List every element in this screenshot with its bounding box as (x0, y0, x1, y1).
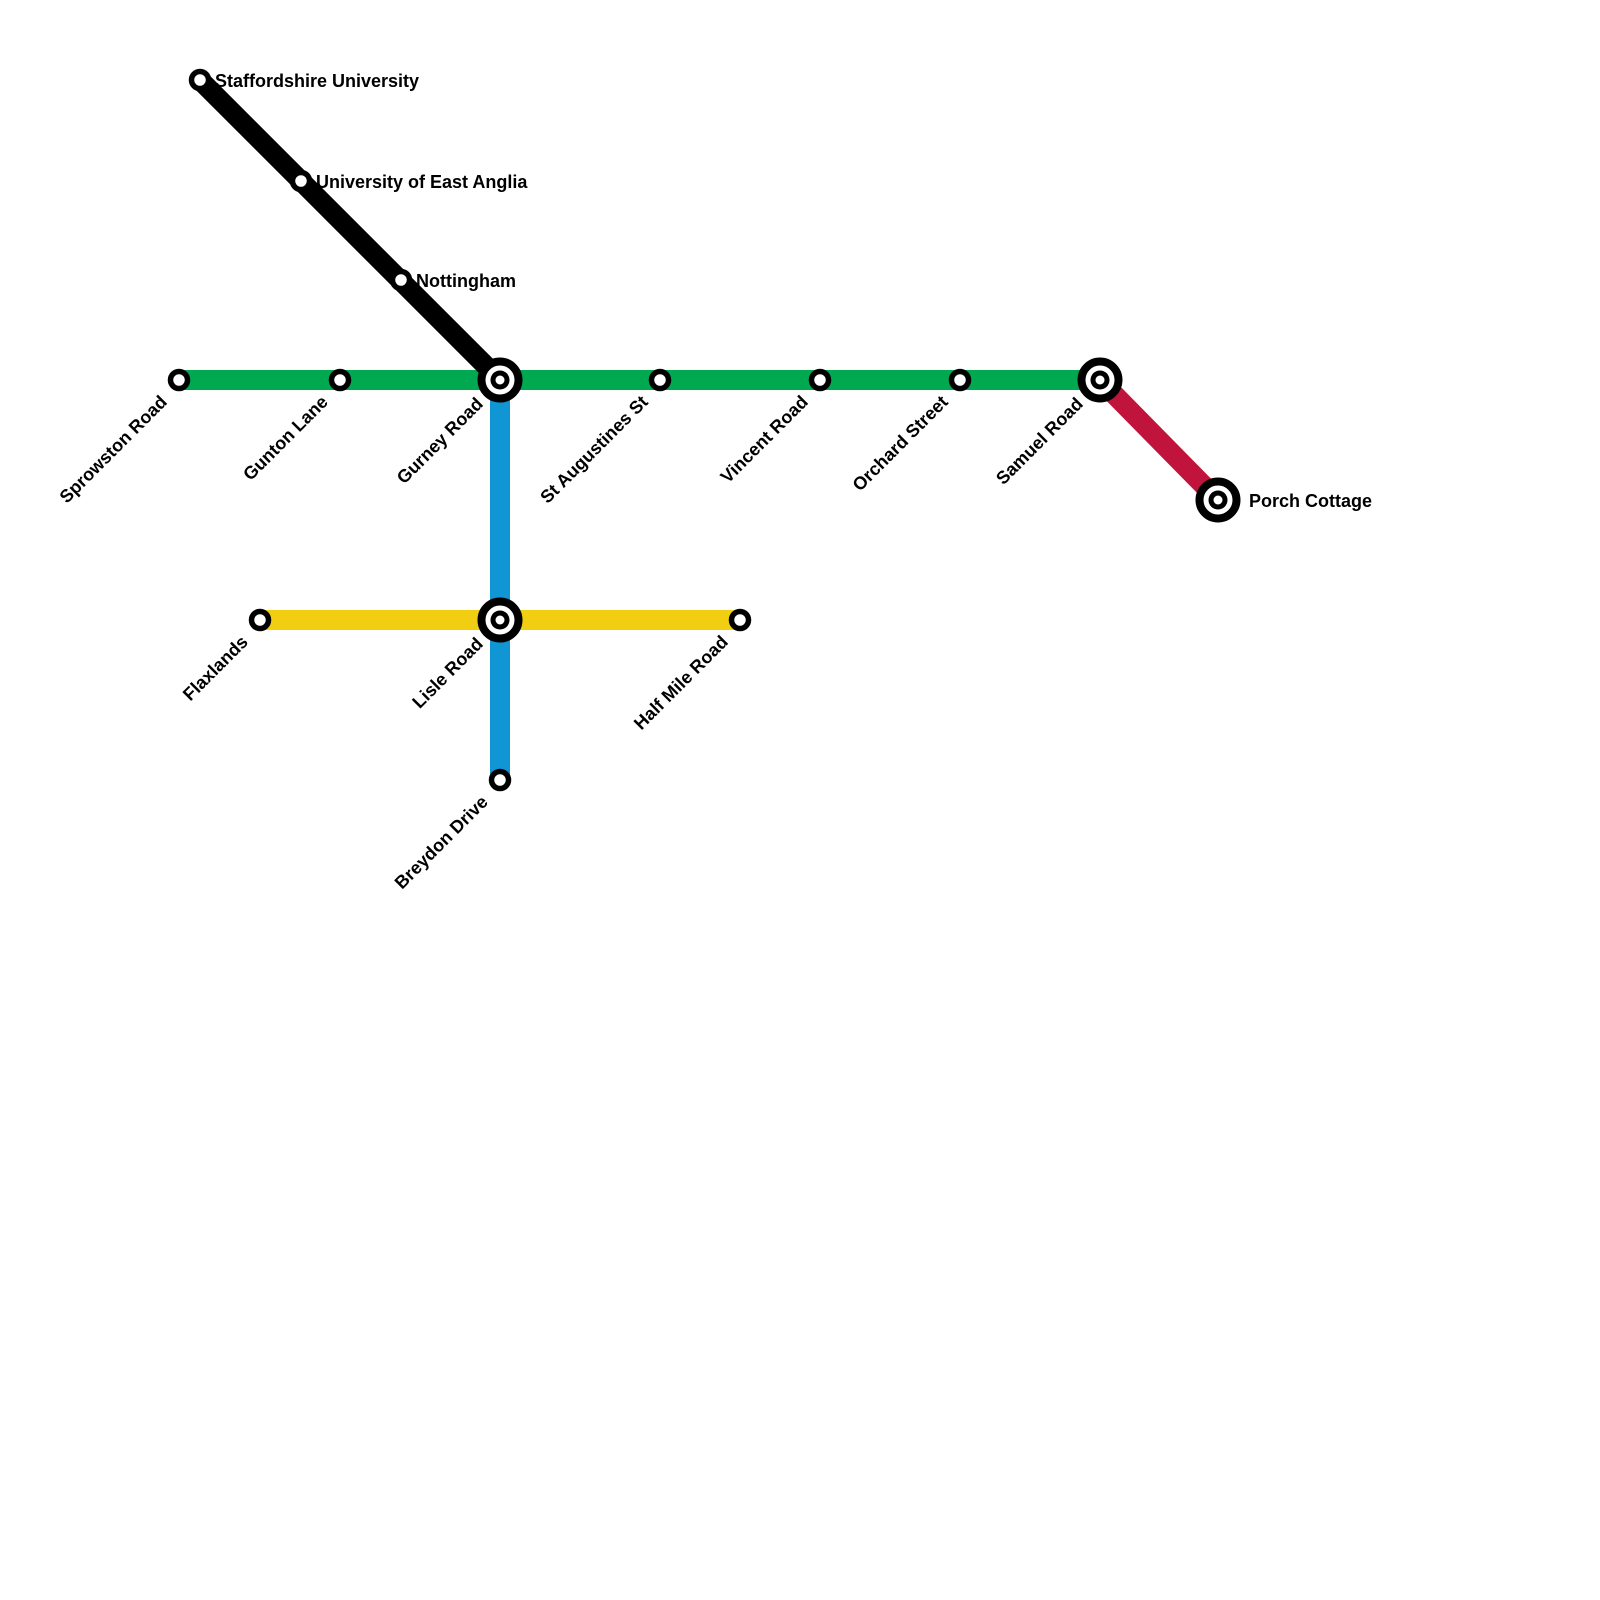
station-marker (389, 268, 413, 292)
station-label-samuel-road: Samuel Road (992, 394, 1087, 489)
station-sprowston-road (167, 368, 191, 392)
interchange-marker-center (495, 375, 505, 385)
station-label-breydon-drive: Breydon Drive (391, 792, 492, 893)
station-gunton-lane (328, 368, 352, 392)
station-lisle-road (477, 597, 523, 643)
station-label-university-of-east-anglia: University of East Anglia (316, 172, 528, 192)
route-line-black (192, 72, 508, 388)
station-marker (188, 68, 212, 92)
route-line-red (1092, 372, 1226, 508)
station-marker (948, 368, 972, 392)
station-gurney-road (477, 357, 523, 403)
station-university-of-east-anglia (289, 169, 313, 193)
station-label-flaxlands: Flaxlands (179, 632, 252, 705)
station-marker (289, 169, 313, 193)
station-label-gunton-lane: Gunton Lane (239, 392, 332, 485)
station-marker (728, 608, 752, 632)
interchange-marker-center (1213, 495, 1223, 505)
station-label-vincent-road: Vincent Road (717, 392, 812, 487)
interchange-marker-center (495, 615, 505, 625)
station-label-lisle-road: Lisle Road (408, 634, 487, 713)
station-label-staffordshire-university: Staffordshire University (215, 71, 419, 91)
station-nottingham (389, 268, 413, 292)
station-label-porch-cottage: Porch Cottage (1249, 491, 1372, 511)
station-vincent-road (808, 368, 832, 392)
station-st-augustines-st (648, 368, 672, 392)
station-marker (248, 608, 272, 632)
station-porch-cottage (1195, 477, 1241, 523)
station-staffordshire-university (188, 68, 212, 92)
station-marker (167, 368, 191, 392)
station-samuel-road (1077, 357, 1123, 403)
station-half-mile-road (728, 608, 752, 632)
interchange-marker-center (1095, 375, 1105, 385)
station-marker (648, 368, 672, 392)
station-label-orchard-street: Orchard Street (849, 392, 952, 495)
station-marker (808, 368, 832, 392)
station-marker (488, 768, 512, 792)
station-label-st-augustines-st: St Augustines St (536, 392, 652, 508)
station-orchard-street (948, 368, 972, 392)
station-marker (328, 368, 352, 392)
station-flaxlands (248, 608, 272, 632)
station-label-nottingham: Nottingham (416, 271, 516, 291)
station-label-half-mile-road: Half Mile Road (630, 632, 732, 734)
station-breydon-drive (488, 768, 512, 792)
station-label-gurney-road: Gurney Road (393, 394, 487, 488)
station-label-sprowston-road: Sprowston Road (56, 392, 171, 507)
